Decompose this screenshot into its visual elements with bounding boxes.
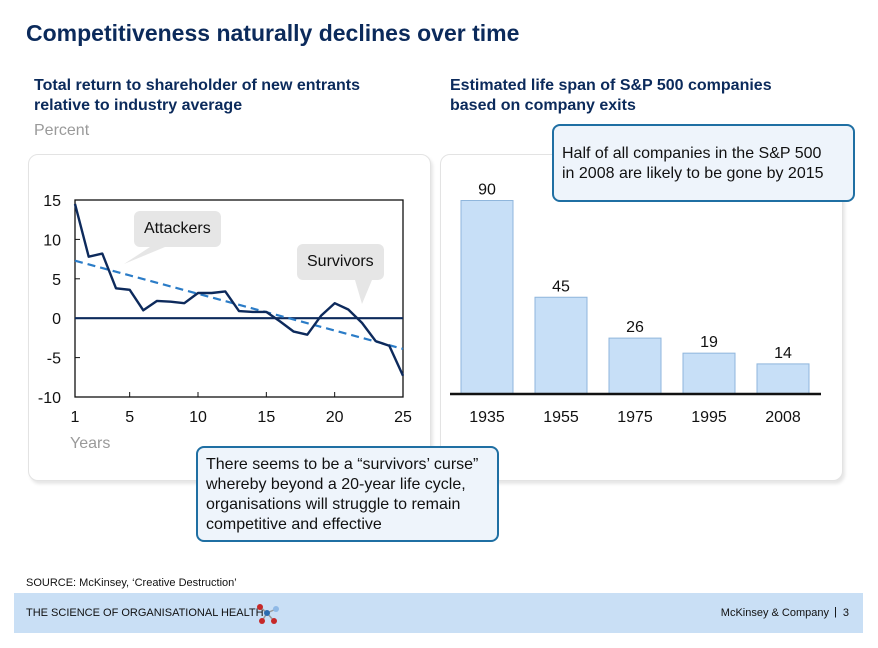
x-tick-label: 20 xyxy=(326,409,344,426)
source-note: SOURCE: McKinsey, ‘Creative Destruction’ xyxy=(26,577,237,589)
bar xyxy=(460,200,514,395)
x-tick-label: 25 xyxy=(394,409,412,426)
sp500-callout-line2: in 2008 are likely to be gone by 2015 xyxy=(562,165,824,182)
bar-value-label: 45 xyxy=(552,278,570,295)
sp500-callout-line1: Half of all companies in the S&P 500 xyxy=(562,145,822,162)
bar xyxy=(756,363,810,395)
bar-value-label: 14 xyxy=(774,345,792,362)
y-tick-label: -10 xyxy=(38,390,61,407)
footer-left-text: THE SCIENCE OF ORGANISATIONAL HEALTH xyxy=(26,607,264,619)
y-tick-label: 0 xyxy=(52,311,61,328)
curse-callout-line2: whereby beyond a 20-year life cycle, xyxy=(206,476,466,493)
footer-separator: | xyxy=(834,606,837,618)
bar xyxy=(608,337,662,395)
x-tick-label: 1 xyxy=(71,409,80,426)
bar-value-label: 26 xyxy=(626,319,644,336)
curse-callout-line3: organisations will struggle to remain xyxy=(206,496,461,513)
category-label: 1975 xyxy=(617,409,653,426)
tsr-series-line xyxy=(73,203,405,377)
trend-line xyxy=(74,259,404,350)
molecule-icon xyxy=(257,604,279,624)
x-tick-label: 15 xyxy=(257,409,275,426)
left-chart-subtitle-line2: relative to industry average xyxy=(34,97,243,114)
right-chart-subtitle-line2: based on company exits xyxy=(450,97,636,114)
left-chart-unit: Percent xyxy=(34,122,90,139)
survivors-label: Survivors xyxy=(297,244,384,280)
bar xyxy=(534,296,588,395)
x-tick-label: 10 xyxy=(189,409,207,426)
plot-frame xyxy=(74,199,404,398)
x-tick-label: 5 xyxy=(125,409,134,426)
y-tick-label: 15 xyxy=(43,193,61,210)
right-chart-subtitle-line1: Estimated life span of S&P 500 companies xyxy=(450,77,772,94)
x-axis-label: Years xyxy=(70,435,111,452)
category-label: 1955 xyxy=(543,409,579,426)
y-tick-label: 5 xyxy=(52,272,61,289)
survivors-pointer xyxy=(355,280,372,304)
category-label: 2008 xyxy=(765,409,801,426)
sp500-callout: Half of all companies in the S&P 500 in … xyxy=(552,124,855,202)
attackers-pointer xyxy=(124,247,165,264)
footer-bar: THE SCIENCE OF ORGANISATIONAL HEALTH McK… xyxy=(14,593,863,633)
survivors-curse-callout: There seems to be a “survivors’ curse” w… xyxy=(196,446,499,542)
bar xyxy=(682,352,736,395)
curse-callout-line1: There seems to be a “survivors’ curse” xyxy=(206,456,479,473)
footer-company-name: McKinsey & Company xyxy=(720,607,829,619)
category-label: 1995 xyxy=(691,409,727,426)
bar-value-label: 90 xyxy=(478,182,496,199)
curse-callout-line4: competitive and effective xyxy=(206,516,382,533)
y-tick-label: -5 xyxy=(47,351,61,368)
left-chart-subtitle-line1: Total return to shareholder of new entra… xyxy=(34,77,360,94)
page-number: 3 xyxy=(842,607,849,619)
bar-value-label: 19 xyxy=(700,334,718,351)
category-label: 1935 xyxy=(469,409,505,426)
attackers-label: Attackers xyxy=(134,211,221,247)
y-tick-label: 10 xyxy=(43,232,61,249)
page-title: Competitiveness naturally declines over … xyxy=(26,20,520,46)
